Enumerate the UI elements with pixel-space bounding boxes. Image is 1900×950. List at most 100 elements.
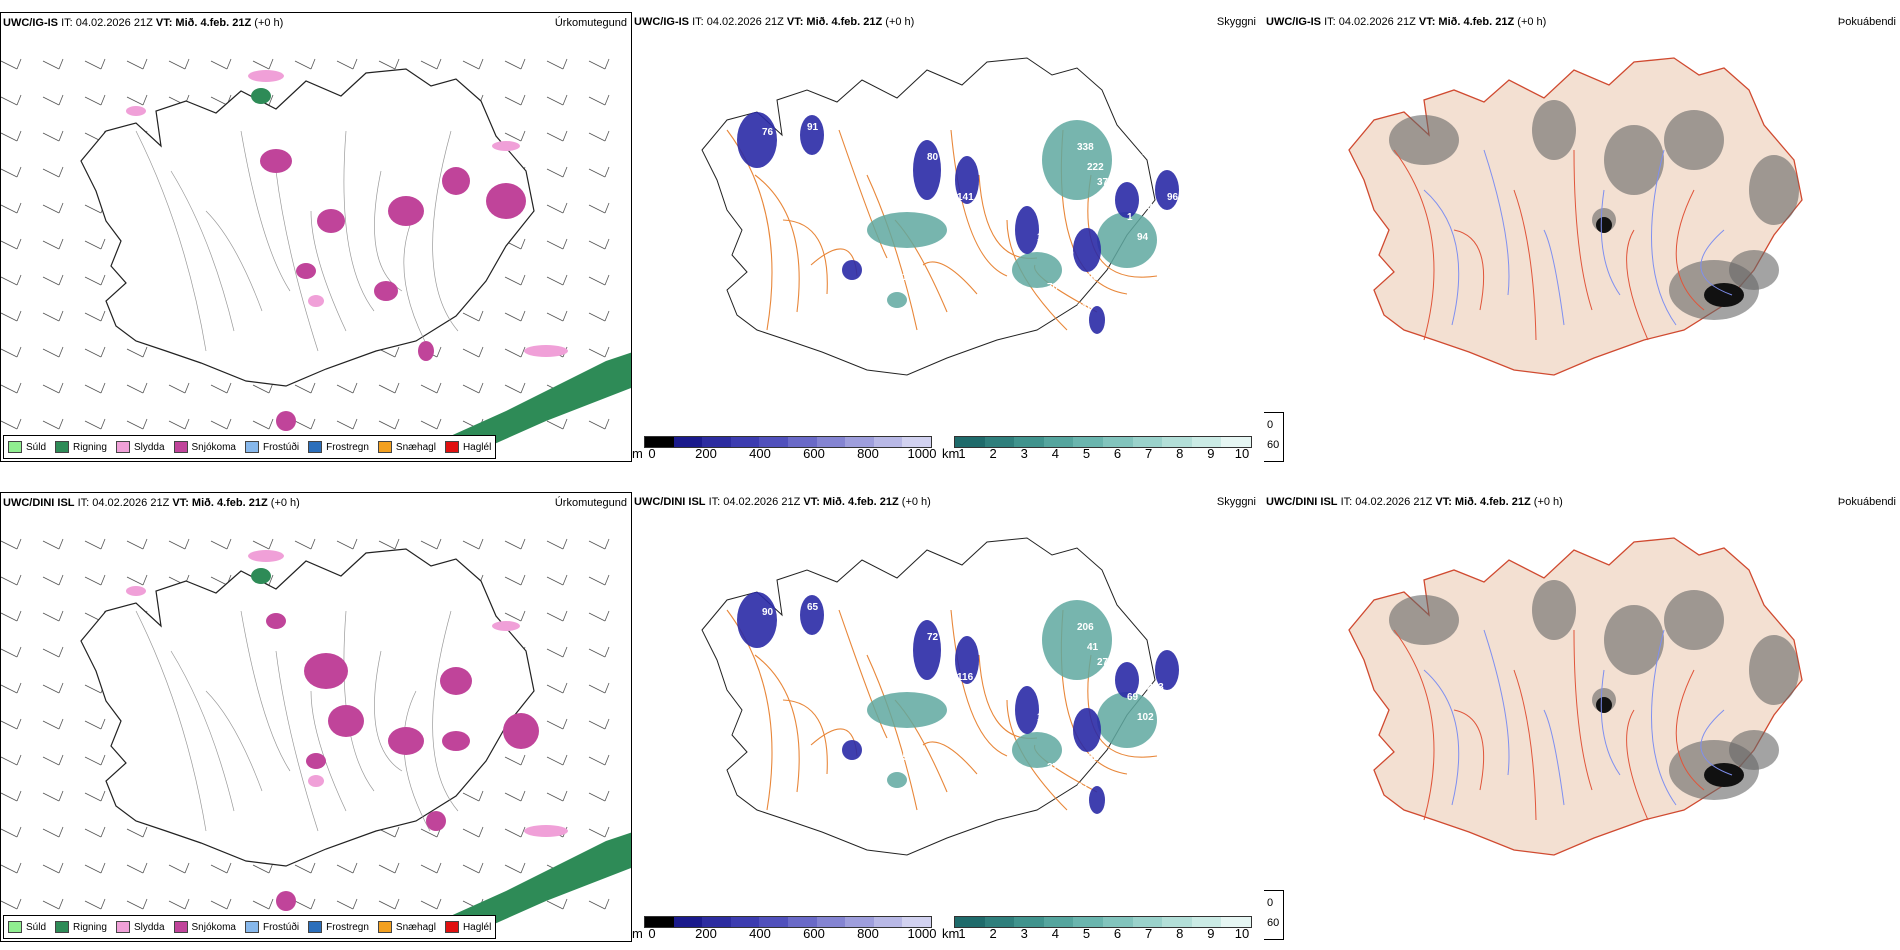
wind-barb [604,718,610,730]
wind-barb [420,60,438,70]
legend-swatch [55,921,70,933]
fog-legend-label: 0 [1267,419,1274,431]
wind-barb [562,754,568,766]
legend-label: Haglél [462,921,492,933]
wind-barb [604,274,610,286]
wind-barb [562,610,568,622]
colorbar-unit: m [632,926,643,941]
wind-barb [100,538,106,550]
panel-title: Skyggni [1216,496,1256,508]
wind-barb [378,60,396,70]
wind-barb [520,346,526,358]
river [1700,709,1733,776]
wind-barb [16,94,22,106]
wind-barb [100,754,106,766]
wind-barb [504,60,522,70]
wind-barb [16,682,22,694]
colorbar-tick: 2 [989,926,997,941]
wind-barb [84,756,102,766]
wind-barb [504,540,522,550]
wind-barb [142,94,148,106]
wind-barb [436,382,442,394]
wind-barb [126,828,144,838]
river [1543,229,1565,326]
road [205,210,263,312]
wind-barb [42,420,60,430]
cloud-base-area [1115,182,1139,218]
colorbar-cell [816,437,846,447]
wind-barb [310,58,316,70]
legend-swatch [444,921,459,933]
wind-barb [294,420,312,430]
wind-barb [546,900,564,910]
visibility-value-label: 118 [907,262,924,273]
legend-label: Frostregn [326,441,369,453]
wind-barb [546,420,564,430]
snow-area [388,727,424,755]
visibility-value-label: 84 [1147,202,1159,213]
wind-barb [478,346,484,358]
map-layer [1348,537,1803,856]
model-label: UWC/IG-IS [1266,16,1321,28]
wind-barb [168,420,186,430]
colorbar-tick: 0 [648,926,656,941]
wind-barb [1,132,18,142]
wind-barb [394,898,400,910]
road [1573,149,1593,311]
wind-barb [462,864,480,874]
colorbar-cell [1221,917,1251,927]
low-visibility-area [867,692,947,728]
wind-barb [310,862,316,874]
road [432,130,459,332]
valid-time: VT: Mið. 4.feb. 21Z [1418,16,1515,28]
wind-barb [58,754,64,766]
wind-barb [58,538,64,550]
cloud-base-area [800,595,824,635]
wind-barb [58,826,64,838]
wind-barb [126,96,144,106]
wind-barb [336,384,354,394]
precip-panel-bottom: UWC/DINI ISL IT: 04.02.2026 21Z VT: Mið.… [0,492,632,942]
colorbar-height-m: m 0 200 400 600 800 1000 [632,916,942,942]
panel-title: Úrkomutegund [554,497,627,509]
wind-barb [42,900,60,910]
panel-header: UWC/IG-IS IT: 04.02.2026 21Z VT: Mið. 4.… [3,17,283,29]
colorbar-tick: 0 [648,446,656,461]
colorbar-cell [845,437,874,447]
legend-swatch [115,921,130,933]
wind-barb [604,58,610,70]
wind-barb [42,240,60,250]
lead-time: (+0 h) [885,16,915,28]
legend-label: Rigning [73,441,107,453]
visibility-value-label: 110 [1077,302,1094,313]
wind-barb [84,204,102,214]
low-visibility-area [1097,212,1157,268]
wind-barb [604,130,610,142]
valid-time: VT: Mið. 4.feb. 21Z [172,497,268,509]
wind-barb [268,418,274,430]
legend-label: Frostúði [262,921,300,933]
cloud-base-area [1015,206,1039,254]
wind-barb [520,538,526,550]
sleet-area [248,550,284,562]
colorbar-cells [954,916,1252,928]
colorbar-tick: 200 [695,446,717,461]
snow-area [486,183,526,219]
wind-barb [310,898,316,910]
model-label: UWC/DINI ISL [3,497,75,509]
wind-barb [42,864,60,874]
wind-barb [42,60,60,70]
visibility-value-label: 141 [957,192,974,203]
visibility-value-label: 71 [1057,727,1069,738]
visibility-value-label: 162 [1082,752,1099,763]
wind-barb [42,648,60,658]
wind-barb [546,240,564,250]
wind-barb [546,168,564,178]
wind-barb [42,792,60,802]
wind-barb [604,682,610,694]
legend-item: Slydda [115,921,165,933]
river [1600,189,1621,296]
cloud-base-area [842,260,862,280]
model-label: UWC/IG-IS [3,17,58,29]
river [1700,229,1733,296]
